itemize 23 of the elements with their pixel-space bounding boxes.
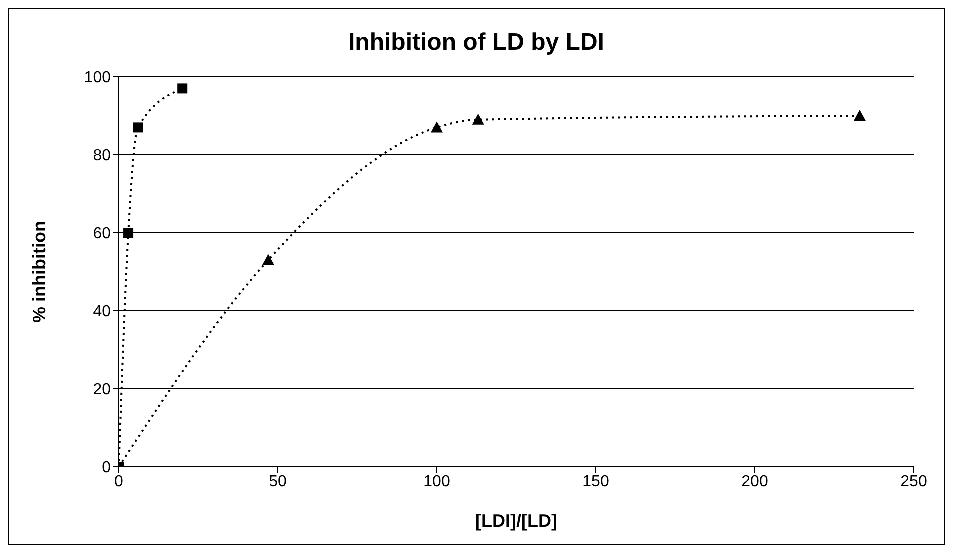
y-tick-label: 0	[102, 460, 112, 477]
y-tick-label: 60	[93, 226, 112, 243]
chart-frame: Inhibition of LD by LDI 0 50 100 150 200 250 [LDI]/[LD] 0 20 40 60 80 100 % inhibition	[8, 8, 945, 545]
x-axis-title: [LDI]/[LD]	[476, 511, 558, 531]
point	[472, 114, 484, 125]
x-tick-label: 200	[742, 473, 768, 490]
point	[262, 254, 274, 266]
x-tick-label: 150	[582, 473, 610, 490]
x-tick-label: 0	[114, 473, 124, 490]
point	[124, 228, 134, 238]
y-tick-label: 40	[93, 304, 112, 321]
point	[431, 122, 443, 133]
point	[133, 122, 144, 133]
point	[178, 84, 188, 94]
y-axis-title: % inhibition	[29, 221, 50, 323]
y-tick-label: 80	[93, 148, 112, 165]
x-tick-label: 50	[269, 473, 287, 490]
point	[854, 110, 866, 121]
y-tick-label: 100	[84, 70, 112, 87]
y-tick-label: 20	[93, 382, 112, 399]
x-tick-label: 250	[900, 473, 928, 490]
x-tick-label: 100	[424, 473, 450, 490]
chart-title: Inhibition of LD by LDI	[348, 29, 606, 57]
